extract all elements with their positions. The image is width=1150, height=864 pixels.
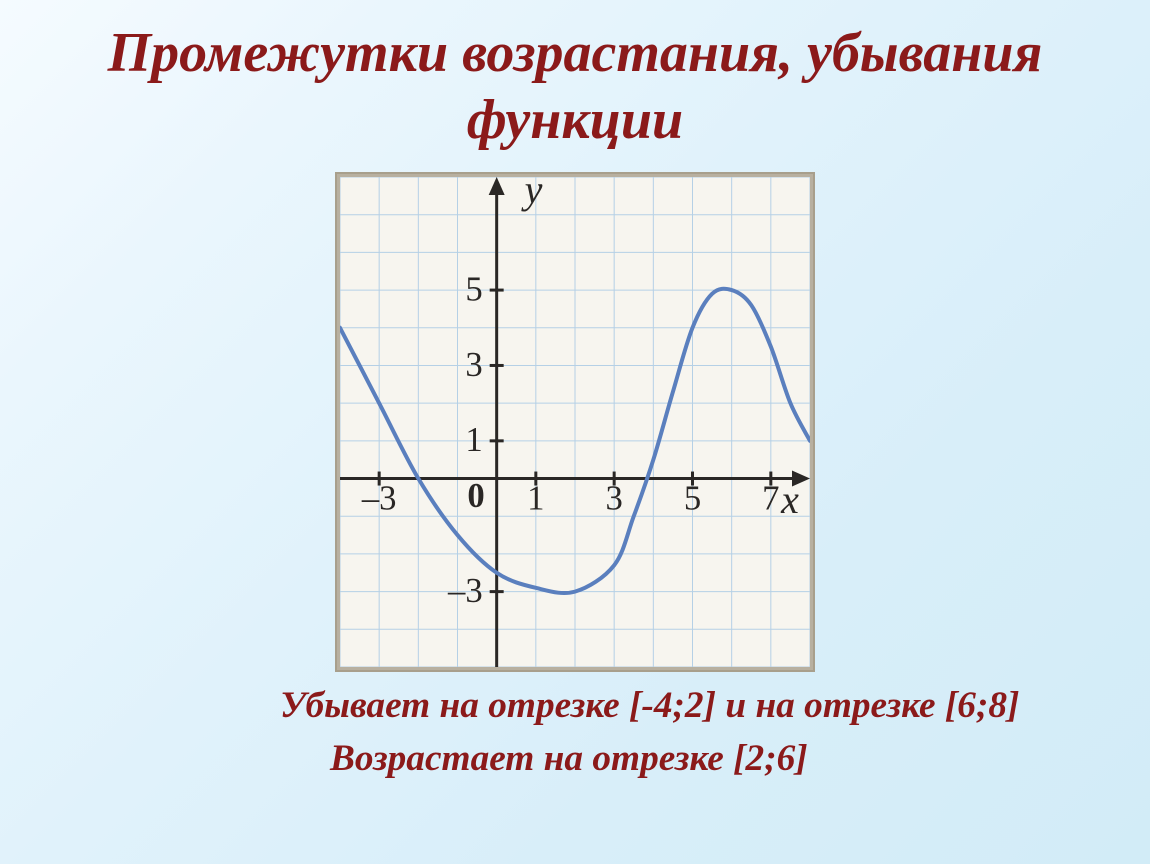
captions: Убывает на отрезке [-4;2] и на отрезке [… — [0, 680, 1150, 785]
svg-text:3: 3 — [606, 480, 623, 518]
svg-text:5: 5 — [465, 271, 482, 309]
title-line-1: Промежутки возрастания, убывания — [108, 22, 1043, 84]
slide-title: Промежутки возрастания, убывания функции — [0, 0, 1150, 154]
chart-container: –3 1 3 5 7 1 3 5 –3 0 x y — [0, 174, 1150, 670]
svg-text:x: x — [780, 477, 799, 522]
svg-text:–3: –3 — [447, 572, 483, 610]
svg-text:3: 3 — [465, 346, 482, 384]
chart-svg: –3 1 3 5 7 1 3 5 –3 0 x y — [340, 177, 810, 667]
function-chart: –3 1 3 5 7 1 3 5 –3 0 x y — [337, 174, 813, 670]
svg-text:0: 0 — [467, 478, 484, 516]
svg-text:y: y — [521, 177, 543, 212]
svg-text:5: 5 — [684, 480, 701, 518]
svg-text:1: 1 — [527, 480, 544, 518]
svg-text:1: 1 — [465, 422, 482, 460]
svg-text:7: 7 — [762, 480, 779, 518]
title-line-2: функции — [467, 89, 683, 151]
caption-increasing: Возрастает на отрезке [2;6] — [0, 733, 1150, 785]
svg-text:–3: –3 — [361, 480, 397, 518]
caption-decreasing: Убывает на отрезке [-4;2] и на отрезке [… — [0, 680, 1150, 732]
